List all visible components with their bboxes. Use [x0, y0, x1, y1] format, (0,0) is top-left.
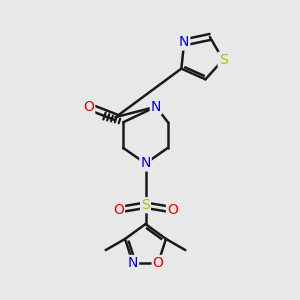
- Text: N: N: [179, 35, 189, 50]
- Text: N: N: [128, 256, 138, 270]
- Text: O: O: [113, 203, 124, 217]
- Text: N: N: [151, 100, 161, 114]
- Text: S: S: [219, 53, 227, 67]
- Text: O: O: [83, 100, 94, 114]
- Text: O: O: [167, 203, 178, 217]
- Text: N: N: [140, 156, 151, 170]
- Text: O: O: [153, 256, 164, 270]
- Text: S: S: [141, 198, 150, 212]
